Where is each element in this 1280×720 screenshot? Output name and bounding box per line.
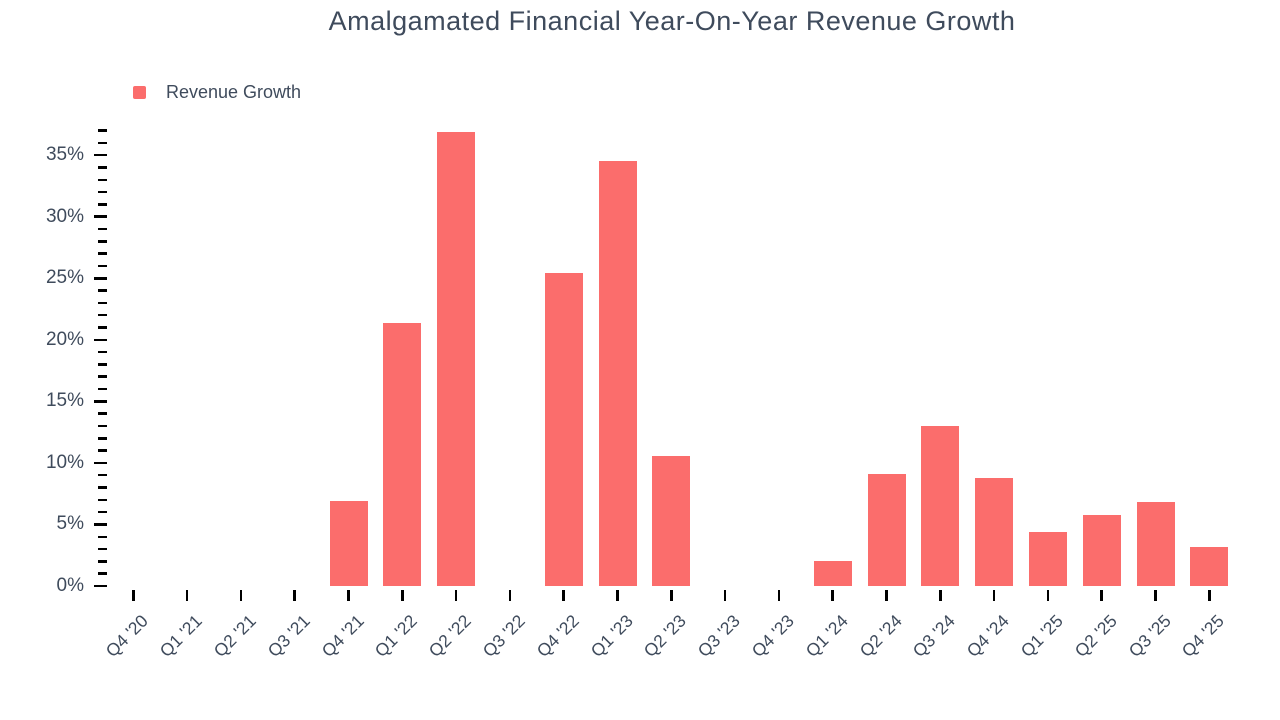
bar-q1-24[interactable]: [813, 561, 852, 586]
x-axis-tick: [885, 590, 888, 601]
y-axis-minor-tick: [98, 560, 107, 563]
x-axis-tick: [723, 590, 727, 601]
y-axis-major-tick: [94, 277, 107, 280]
bar-q2-24[interactable]: [867, 473, 906, 586]
x-axis-tick: [939, 590, 942, 601]
legend-item-revenue-growth[interactable]: Revenue Growth: [133, 82, 302, 102]
y-axis-label: 5%: [56, 513, 84, 535]
y-axis-major-tick: [94, 153, 107, 157]
bar-q2-22[interactable]: [437, 131, 476, 586]
y-axis-minor-tick: [98, 387, 107, 391]
x-axis-tick: [1154, 590, 1157, 601]
y-axis-minor-tick: [98, 301, 107, 305]
bar-q3-25[interactable]: [1136, 502, 1175, 586]
y-axis-major-tick: [94, 523, 107, 526]
x-axis-tick: [992, 590, 996, 601]
y-axis-minor-tick: [98, 166, 107, 169]
y-axis-minor-tick: [98, 313, 107, 317]
x-axis-tick: [1208, 590, 1211, 601]
bar-q1-25[interactable]: [1028, 531, 1067, 586]
legend-swatch-icon: [133, 86, 146, 99]
bar-q4-24[interactable]: [975, 477, 1014, 586]
y-axis-minor-tick: [98, 289, 107, 292]
x-axis-tick: [1046, 590, 1050, 601]
y-axis-minor-tick: [98, 486, 107, 489]
x-axis-label: Q4 '20: [101, 610, 153, 661]
y-axis-label: 35%: [45, 144, 84, 166]
bar-q3-24[interactable]: [921, 425, 960, 586]
y-axis-minor-tick: [98, 473, 107, 477]
x-axis-tick: [670, 590, 673, 601]
bar-q2-25[interactable]: [1082, 514, 1121, 586]
y-axis-minor-tick: [98, 498, 107, 502]
legend-label: Revenue Growth: [166, 82, 302, 102]
y-axis-major-tick: [94, 215, 107, 218]
y-axis-label: 30%: [45, 205, 84, 227]
y-axis-minor-tick: [98, 424, 107, 428]
y-axis-major-tick: [94, 584, 107, 588]
y-axis-minor-tick: [98, 572, 107, 575]
y-axis-minor-tick: [98, 449, 107, 452]
y-axis-major-tick: [94, 338, 107, 342]
bar-q2-23[interactable]: [652, 455, 691, 586]
x-axis-tick: [239, 590, 243, 601]
y-axis-major-tick: [94, 400, 107, 403]
y-axis-label: 15%: [45, 390, 84, 412]
y-axis-minor-tick: [98, 129, 107, 132]
y-axis-minor-tick: [98, 510, 107, 514]
x-axis-tick: [347, 590, 350, 601]
x-axis-tick: [562, 590, 565, 601]
y-axis-minor-tick: [98, 264, 107, 268]
y-axis-minor-tick: [98, 326, 107, 329]
y-axis-minor-tick: [98, 412, 107, 415]
y-axis-minor-tick: [98, 547, 107, 551]
x-axis-tick: [293, 590, 296, 601]
y-axis-minor-tick: [98, 190, 107, 194]
y-axis-minor-tick: [98, 240, 107, 243]
x-axis-tick: [1100, 590, 1103, 601]
y-axis-minor-tick: [98, 375, 107, 378]
y-axis-major-tick: [94, 461, 107, 465]
y-axis-label: 0%: [56, 575, 84, 596]
x-axis-tick: [777, 590, 781, 601]
y-axis-label: 25%: [45, 267, 84, 289]
y-axis-label: 10%: [45, 451, 84, 473]
x-axis-tick: [401, 590, 404, 601]
x-axis-tick: [508, 590, 512, 601]
bar-q4-25[interactable]: [1190, 546, 1229, 586]
bar-q1-23[interactable]: [598, 161, 637, 586]
bar-q1-22[interactable]: [383, 322, 422, 586]
x-axis-tick: [616, 590, 619, 601]
y-axis-minor-tick: [98, 203, 107, 206]
bar-q4-21[interactable]: [329, 501, 368, 586]
chart-title: Amalgamated Financial Year-On-Year Reven…: [328, 6, 1016, 36]
bar-q4-22[interactable]: [544, 273, 583, 586]
y-axis-minor-tick: [98, 535, 107, 538]
x-axis-tick: [185, 590, 189, 601]
y-axis-minor-tick: [98, 141, 107, 145]
x-axis-tick: [831, 590, 834, 601]
x-axis-tick: [454, 590, 458, 601]
y-axis-minor-tick: [98, 178, 107, 182]
y-axis-minor-tick: [98, 350, 107, 354]
y-axis-minor-tick: [98, 227, 107, 231]
y-axis-minor-tick: [98, 437, 107, 440]
y-axis-minor-tick: [98, 363, 107, 366]
y-axis-label: 20%: [45, 328, 84, 350]
x-axis-tick: [132, 590, 135, 601]
y-axis-minor-tick: [98, 252, 107, 255]
